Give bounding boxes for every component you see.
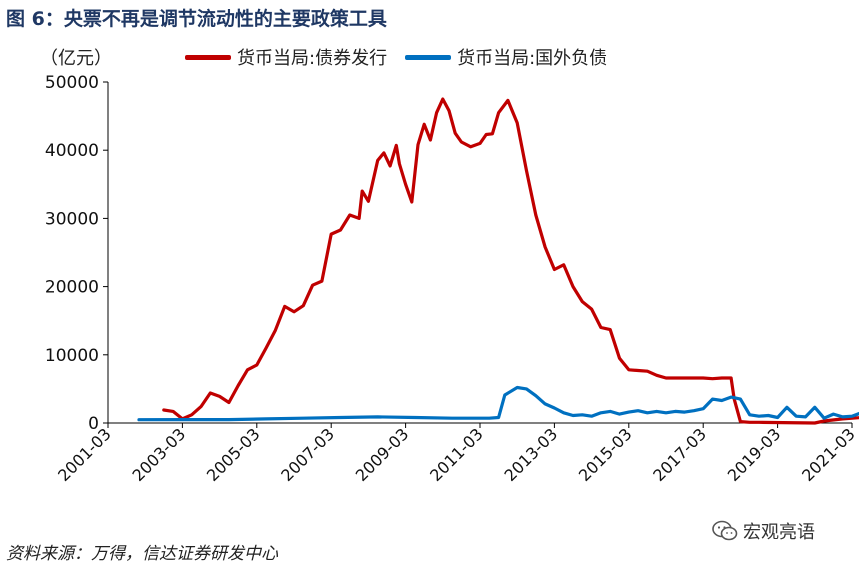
x-tick-label: 2009-03 xyxy=(352,424,413,485)
watermark-text: 宏观亮语 xyxy=(743,522,815,543)
legend-swatch-foreign-liabilities xyxy=(405,54,452,60)
x-tick-label: 2007-03 xyxy=(277,424,338,485)
x-tick-label: 2015-03 xyxy=(575,424,636,485)
series-line-foreign-liabilities xyxy=(137,385,859,422)
legend-label-bond-issuance: 货币当局:债券发行 xyxy=(237,48,388,69)
x-tick-label: 2017-03 xyxy=(649,424,710,485)
x-tick-label: 2021-03 xyxy=(798,424,859,485)
x-tick-label: 2003-03 xyxy=(129,424,190,485)
y-tick-label: 20000 xyxy=(45,278,99,298)
y-tick-label: 50000 xyxy=(45,73,99,93)
source-note: 资料来源：万得，信达证券研发中心 xyxy=(6,544,278,564)
x-tick-label: 2019-03 xyxy=(724,424,785,485)
y-tick-label: 10000 xyxy=(45,346,99,366)
y-tick-label: 0 xyxy=(88,414,99,434)
y-axis-unit-label: （亿元） xyxy=(40,48,112,69)
chart-title: 图 6：央票不再是调节流动性的主要政策工具 xyxy=(6,8,387,30)
x-tick-label: 2011-03 xyxy=(426,424,487,485)
y-tick-label: 30000 xyxy=(45,209,99,229)
legend-swatch-bond-issuance xyxy=(185,54,231,60)
legend-item-foreign-liabilities: 货币当局:国外负债 xyxy=(405,44,607,70)
watermark: 宏观亮语 xyxy=(712,518,815,544)
legend-item-bond-issuance: 货币当局:债券发行 xyxy=(185,44,387,70)
wechat-icon xyxy=(712,520,738,541)
series-line-bond-issuance xyxy=(162,97,859,425)
x-tick-label: 2001-03 xyxy=(54,424,115,485)
x-tick-label: 2005-03 xyxy=(203,424,264,485)
legend: 货币当局:债券发行 货币当局:国外负债 xyxy=(185,44,607,70)
legend-label-foreign-liabilities: 货币当局:国外负债 xyxy=(457,48,608,69)
y-tick-label: 40000 xyxy=(45,141,99,161)
x-tick-label: 2013-03 xyxy=(501,424,562,485)
